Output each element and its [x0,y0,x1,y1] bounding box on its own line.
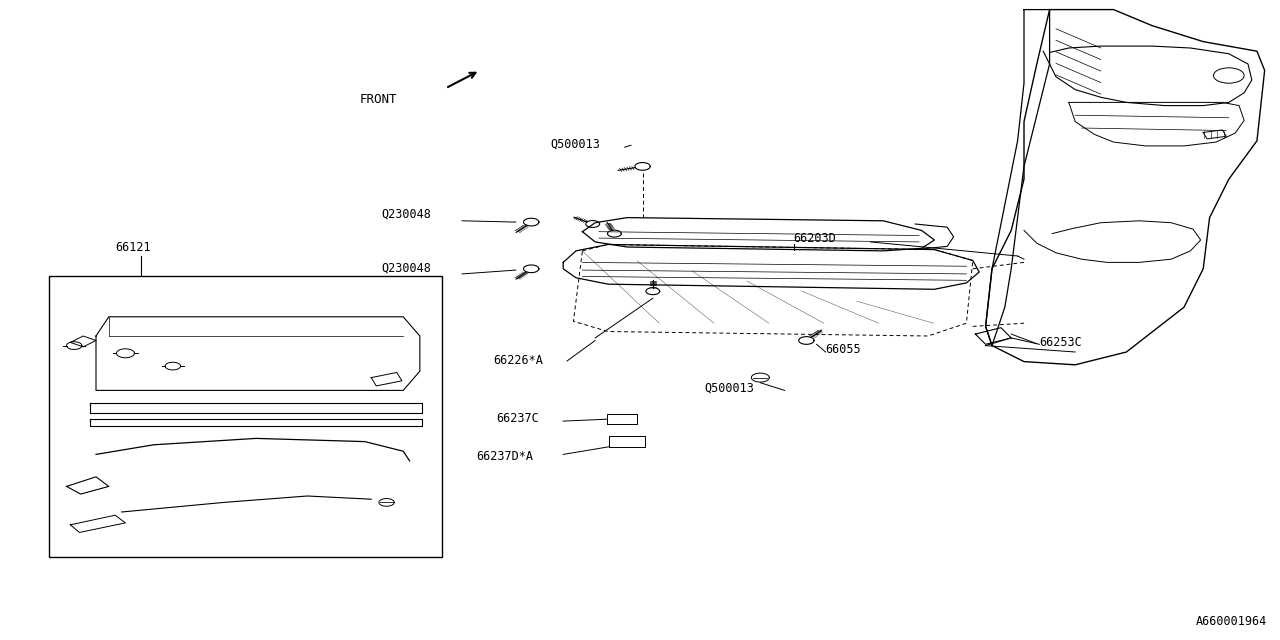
Text: 66253C: 66253C [1039,335,1082,349]
Text: Q500013: Q500013 [704,381,754,395]
Text: A660001964: A660001964 [1196,616,1267,628]
Text: 66055: 66055 [826,343,861,356]
Bar [49,276,442,557]
Text: Q230048: Q230048 [381,207,431,221]
Text: 66226*A: 66226*A [493,353,543,367]
Text: 66121: 66121 [115,241,151,254]
Text: FRONT: FRONT [360,93,397,106]
Text: 66203D: 66203D [794,232,836,245]
Text: Q500013: Q500013 [550,137,600,150]
Text: 66237D*A: 66237D*A [476,449,534,463]
Text: Q230048: Q230048 [381,261,431,275]
Text: 66237C: 66237C [497,412,539,426]
